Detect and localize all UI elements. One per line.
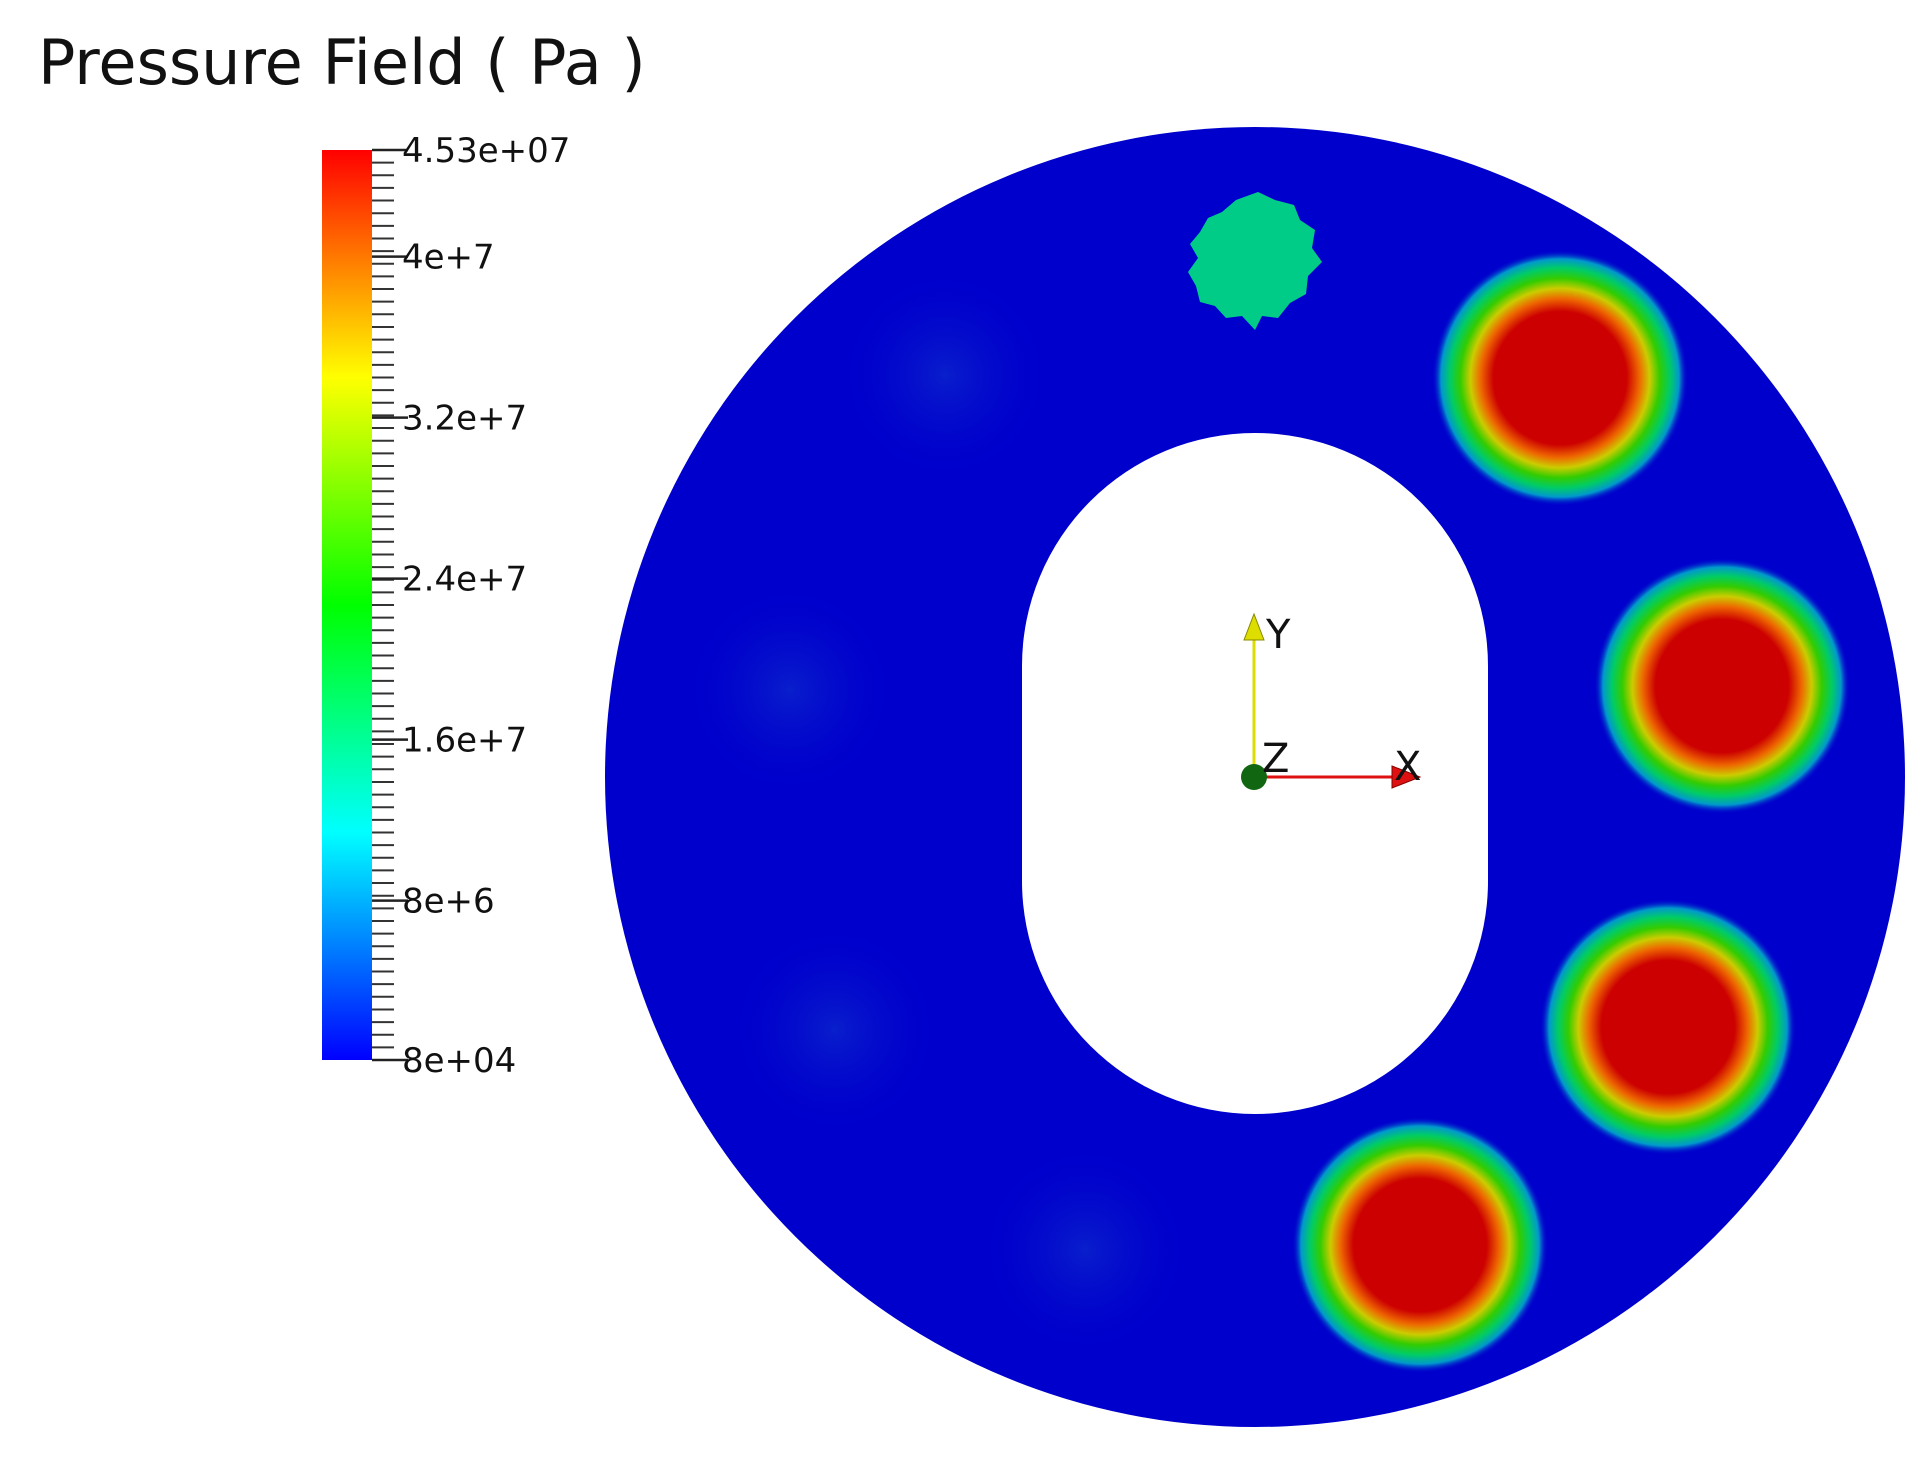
high-pressure-spot — [1432, 250, 1688, 506]
pressure-spots — [680, 192, 1850, 1373]
colorbar-tick-label: 8e+04 — [402, 1041, 516, 1081]
z-axis-label: Z — [1262, 736, 1289, 782]
colorbar: 4.53e+07 4e+7 3.2e+7 2.4e+7 1.6e+7 8e+6 8e+04 — [322, 131, 570, 1081]
colorbar-tick-label: 4.53e+07 — [402, 131, 570, 171]
colorbar-tick-label: 8e+6 — [402, 882, 495, 922]
medium-pressure-spot — [1188, 192, 1322, 330]
colorbar-gradient — [322, 150, 372, 1060]
z-axis-origin — [1241, 764, 1267, 790]
colorbar-tick-label: 4e+7 — [402, 238, 495, 278]
x-axis-label: X — [1394, 744, 1421, 790]
faint-spot — [835, 265, 1055, 485]
y-axis-label: Y — [1265, 612, 1291, 658]
faint-spot — [725, 920, 945, 1140]
colorbar-minor-ticks — [372, 149, 394, 1061]
high-pressure-spot — [1292, 1117, 1548, 1373]
faint-spot — [680, 580, 900, 800]
orientation-axes: Y X Z — [1241, 612, 1421, 790]
colorbar-tick-label: 3.2e+7 — [402, 399, 527, 439]
y-axis-arrow — [1243, 612, 1265, 641]
plot-title: Pressure Field ( Pa ) — [38, 26, 646, 99]
high-pressure-spot — [1540, 899, 1796, 1155]
colorbar-tick-label: 2.4e+7 — [402, 560, 527, 600]
x-axis-arrow — [1391, 765, 1422, 789]
colorbar-tick-label: 1.6e+7 — [402, 721, 527, 761]
high-pressure-spot — [1594, 558, 1850, 814]
colorbar-major-ticks: 4.53e+07 4e+7 3.2e+7 2.4e+7 1.6e+7 8e+6 8e+04 — [372, 131, 570, 1081]
faint-spot — [975, 1140, 1195, 1360]
